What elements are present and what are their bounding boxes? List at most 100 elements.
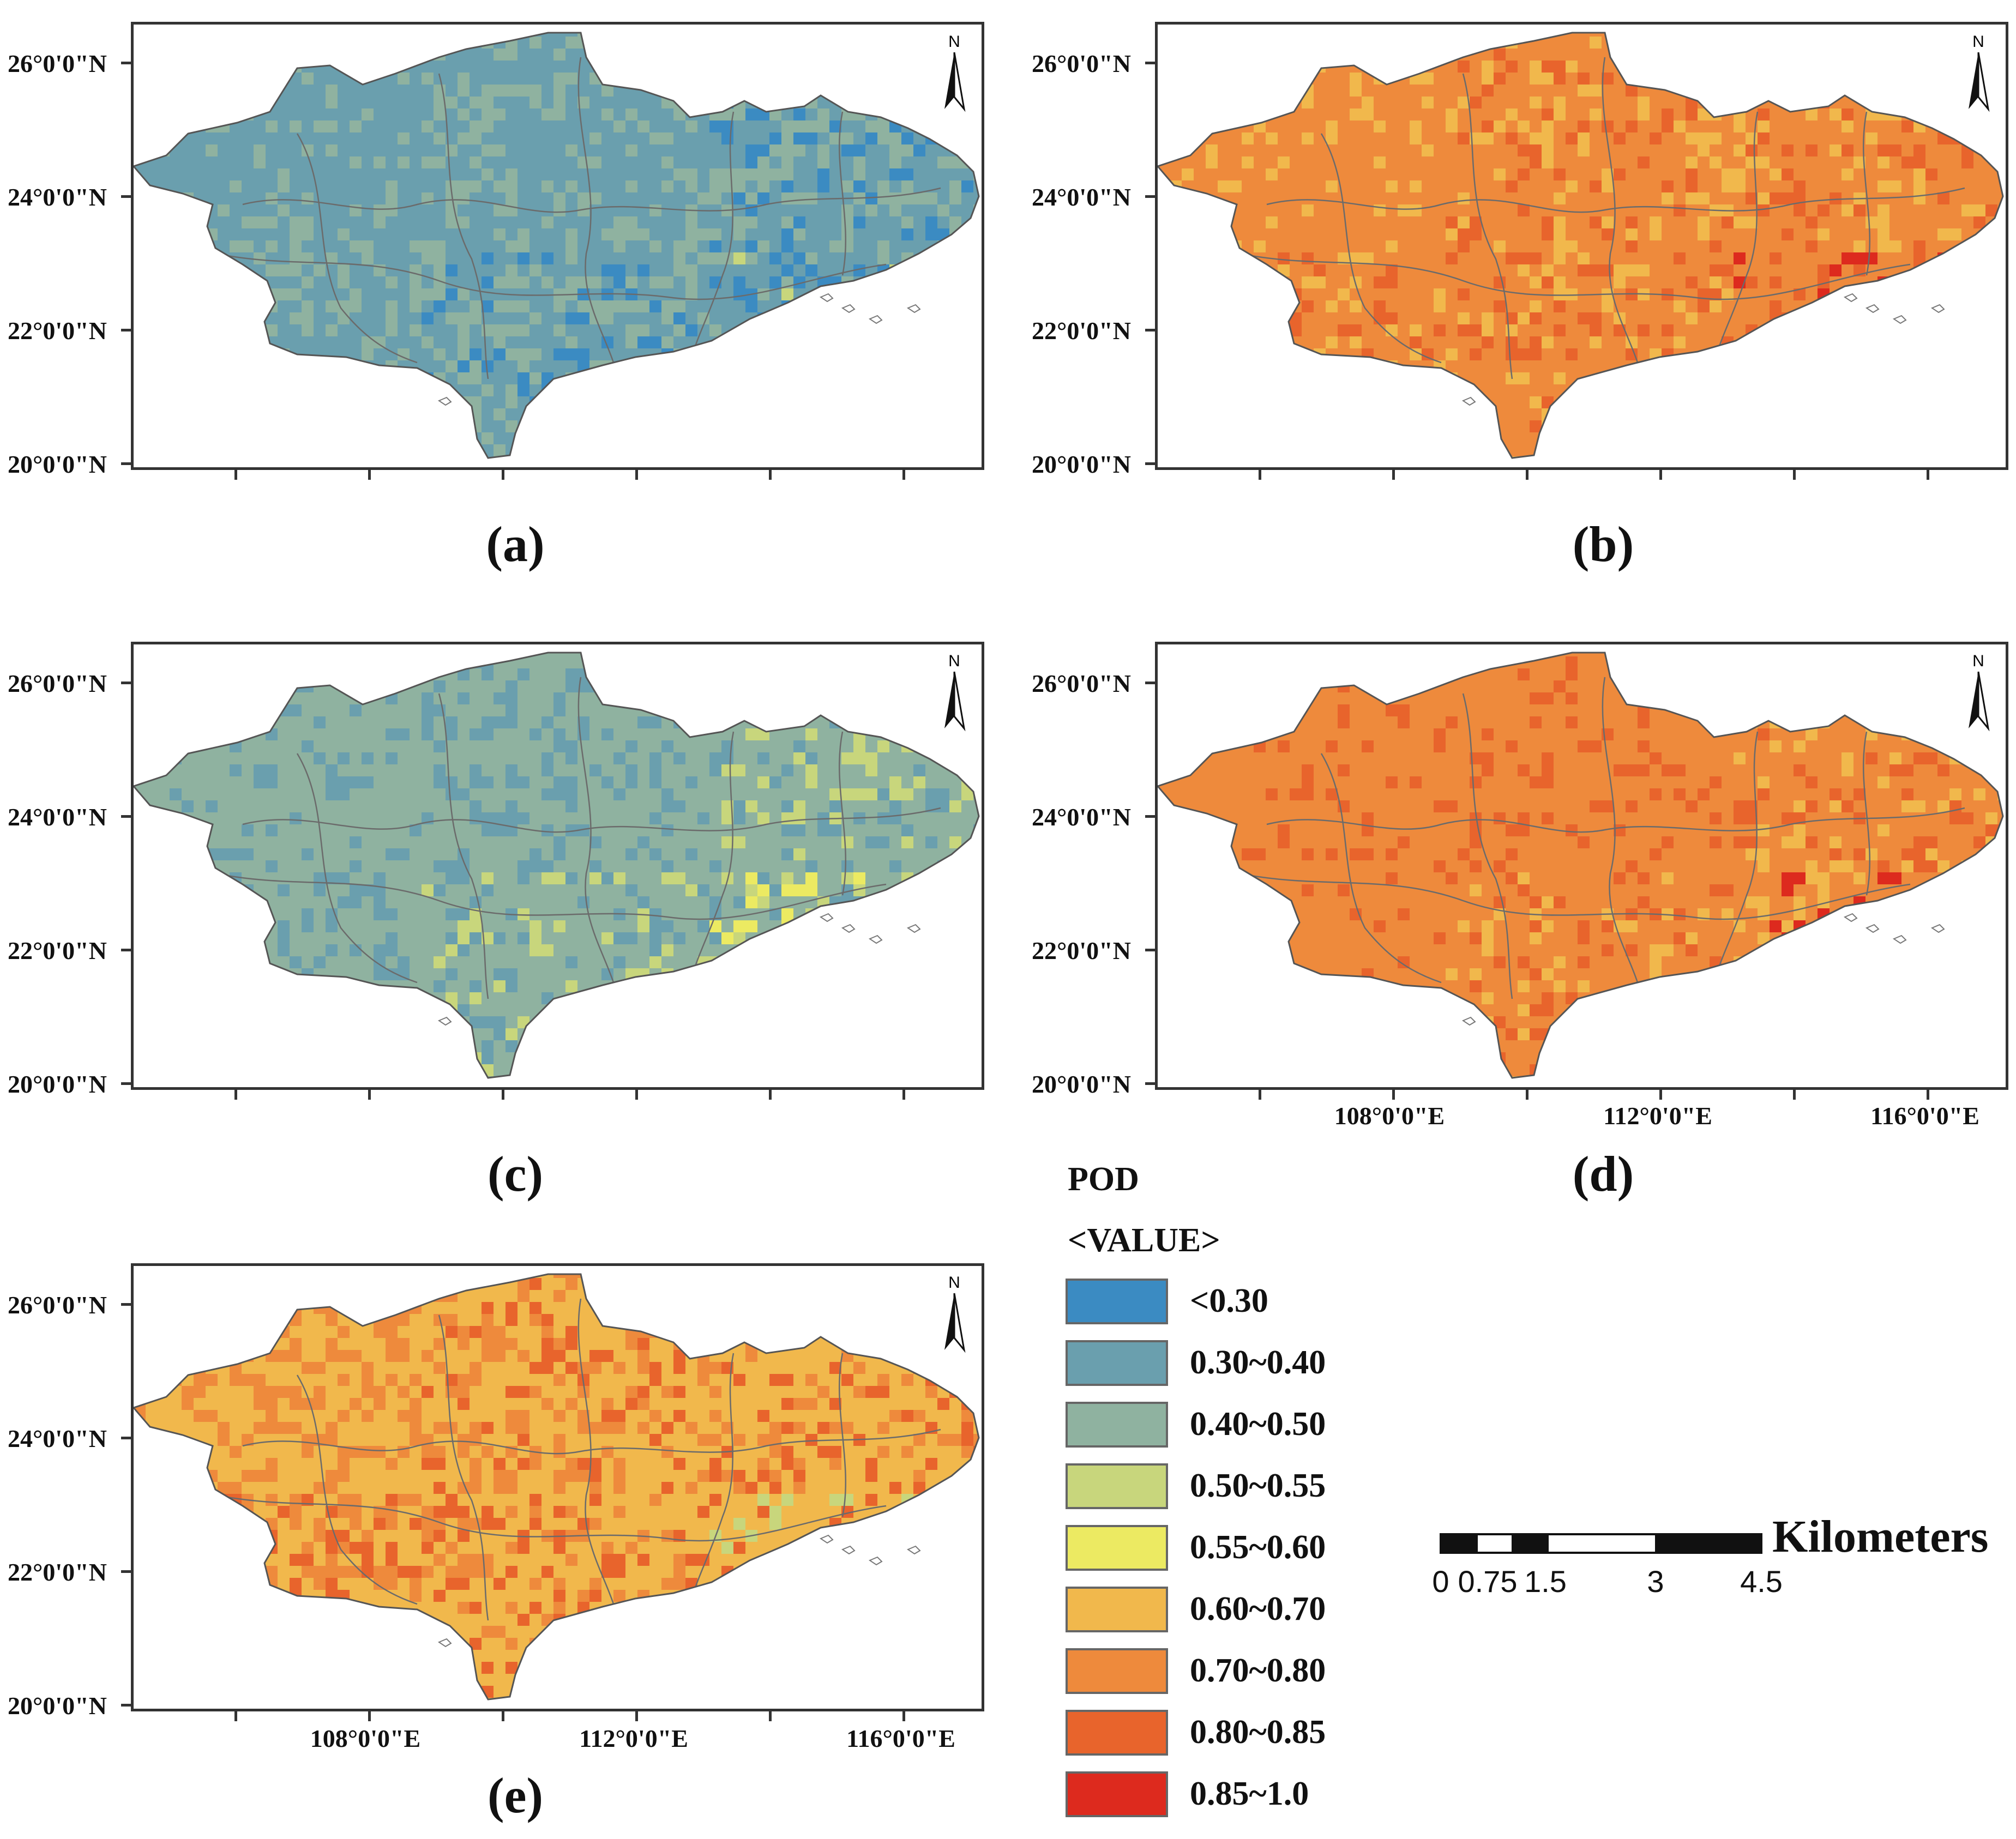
lon-tick: [635, 1090, 638, 1100]
lon-tick: [1659, 470, 1662, 480]
lon-tick: [368, 1090, 371, 1100]
lon-tick: [1526, 470, 1528, 480]
legend-swatch: [1066, 1463, 1168, 1509]
lon-tick: [1659, 1090, 1662, 1100]
lon-tick: [1927, 1090, 1929, 1100]
north-arrow-icon-d: N: [1969, 652, 1990, 732]
lon-tick: [502, 1090, 504, 1100]
north-label-d: N: [1972, 652, 1984, 670]
legend-swatch: [1066, 1648, 1168, 1694]
lat-label-a-20: 20°0'0"N: [8, 450, 107, 478]
lon-tick: [635, 470, 638, 480]
lon-tick: [1259, 470, 1261, 480]
legend-swatch: [1066, 1710, 1168, 1756]
north-arrow-icon-c: N: [944, 652, 966, 732]
legend-label: 0.60~0.70: [1190, 1590, 1326, 1627]
lat-tick: [1145, 1082, 1155, 1085]
lon-tick: [1793, 1090, 1796, 1100]
north-label-e: N: [948, 1274, 960, 1292]
scale-unit: Kilometers: [1772, 1511, 1989, 1562]
lat-tick: [121, 1303, 131, 1306]
region-map-c: [134, 652, 980, 1079]
lat-tick: [121, 1704, 131, 1707]
lon-tick: [902, 1090, 905, 1100]
lon-tick: [234, 1090, 237, 1100]
lat-tick: [1145, 815, 1155, 818]
lon-label-d-108: 108°0'0"E: [1334, 1102, 1445, 1130]
north-label-c: N: [948, 652, 960, 670]
lat-tick: [121, 682, 131, 684]
lat-label-b-26: 26°0'0"N: [1032, 50, 1131, 77]
scale-bar: [1440, 1533, 1762, 1554]
lon-tick: [1259, 1090, 1261, 1100]
legend-label: 0.40~0.50: [1190, 1406, 1326, 1443]
scale-label-1: 0.75: [1458, 1564, 1518, 1599]
north-arrow-icon-b: N: [1969, 33, 1990, 112]
lat-label-c-24: 24°0'0"N: [8, 803, 107, 831]
lon-tick: [769, 1090, 772, 1100]
lat-label-d-22: 22°0'0"N: [1032, 937, 1131, 964]
lon-label-e-116: 116°0'0"E: [846, 1725, 955, 1752]
caption-c: (c): [487, 1146, 544, 1202]
north-arrow-icon-a: N: [944, 33, 966, 112]
lon-label-d-112: 112°0'0"E: [1603, 1102, 1712, 1130]
caption-d: (d): [1572, 1146, 1634, 1202]
map-frame-b: [1155, 22, 2008, 470]
lon-tick: [502, 470, 504, 480]
legend-swatch: [1066, 1340, 1168, 1386]
legend-swatch: [1066, 1402, 1168, 1448]
lon-tick: [902, 470, 905, 480]
scale-label-0: 0: [1432, 1564, 1449, 1599]
north-label-a: N: [948, 33, 960, 51]
lat-tick: [121, 329, 131, 331]
lat-tick: [121, 1437, 131, 1439]
lon-label-d-116: 116°0'0"E: [1870, 1102, 1979, 1130]
legend-swatch: [1066, 1279, 1168, 1324]
lat-tick: [1145, 329, 1155, 331]
lon-tick: [1793, 470, 1796, 480]
scale-label-4: 4.5: [1740, 1564, 1783, 1599]
lat-label-a-26: 26°0'0"N: [8, 50, 107, 77]
lon-tick: [234, 470, 237, 480]
legend-label: 0.50~0.55: [1190, 1467, 1326, 1504]
lat-tick: [121, 815, 131, 818]
north-arrow-icon-e: N: [944, 1274, 966, 1353]
map-frame-a: [131, 22, 984, 470]
lat-label-c-22: 22°0'0"N: [8, 937, 107, 964]
lat-tick: [121, 949, 131, 951]
map-frame-c: [131, 642, 984, 1090]
lon-tick: [769, 470, 772, 480]
lon-label-e-108: 108°0'0"E: [310, 1725, 421, 1752]
scale-label-3: 3: [1647, 1564, 1664, 1599]
lat-label-e-20: 20°0'0"N: [8, 1692, 107, 1720]
lon-label-e-112: 112°0'0"E: [579, 1725, 688, 1752]
region-map-e: [134, 1273, 980, 1701]
lat-tick: [121, 195, 131, 198]
legend-label: 0.70~0.80: [1190, 1652, 1326, 1689]
map-frame-e: [131, 1263, 984, 1711]
lat-label-b-22: 22°0'0"N: [1032, 317, 1131, 345]
lon-tick: [1392, 470, 1395, 480]
lat-tick: [1145, 195, 1155, 198]
lat-label-e-26: 26°0'0"N: [8, 1291, 107, 1319]
legend-subtitle: <VALUE>: [1068, 1222, 1220, 1259]
north-label-b: N: [1972, 33, 1984, 51]
lat-label-d-20: 20°0'0"N: [1032, 1070, 1131, 1098]
lon-tick: [368, 470, 371, 480]
lon-tick: [502, 1711, 504, 1721]
region-map-a: [134, 32, 980, 459]
lat-tick: [121, 1082, 131, 1085]
lat-label-d-24: 24°0'0"N: [1032, 803, 1131, 831]
lat-label-c-20: 20°0'0"N: [8, 1070, 107, 1098]
lon-tick: [234, 1711, 237, 1721]
region-map-b: [1158, 32, 2004, 459]
lat-tick: [1145, 682, 1155, 684]
caption-e: (e): [487, 1768, 544, 1823]
lat-label-c-26: 26°0'0"N: [8, 670, 107, 697]
legend-swatch: [1066, 1587, 1168, 1632]
lat-tick: [121, 462, 131, 465]
scale-label-2: 1.5: [1524, 1564, 1567, 1599]
lat-label-b-24: 24°0'0"N: [1032, 183, 1131, 211]
legend-swatch: [1066, 1525, 1168, 1571]
lat-label-e-22: 22°0'0"N: [8, 1558, 107, 1586]
